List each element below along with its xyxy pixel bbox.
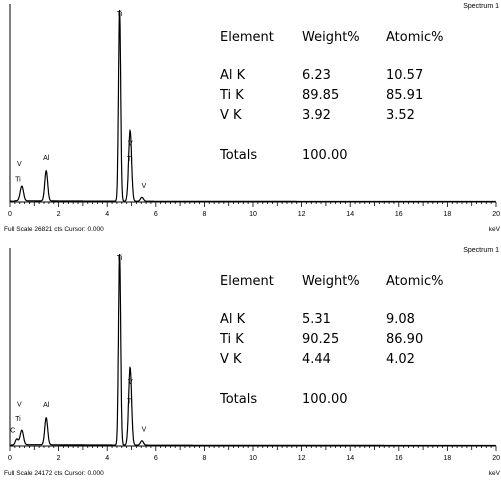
peak-label: V (142, 183, 147, 190)
spectrum-line (10, 9, 496, 203)
table-cell: V K (220, 108, 242, 123)
totals-value: 100.00 (302, 392, 348, 407)
full-scale-footer: Full Scale 26821 cts Cursor: 0.000 (4, 226, 104, 233)
table-cell: 9.08 (386, 312, 415, 327)
x-axis-unit: keV (488, 226, 500, 233)
x-tick-label: 16 (395, 211, 403, 218)
spectrum-line (10, 253, 496, 447)
x-tick-label: 8 (202, 455, 206, 462)
table-header-element: Element (220, 30, 274, 45)
table-cell: 4.02 (386, 352, 415, 367)
table-cell: 5.31 (302, 312, 331, 327)
table-cell: 3.52 (386, 108, 415, 123)
x-tick-label: 6 (154, 211, 158, 218)
table-cell: Ti K (220, 88, 244, 103)
peak-label: V (128, 379, 133, 386)
totals-label: Totals (220, 148, 258, 163)
x-tick-label: 0 (8, 455, 12, 462)
peak-label: V (17, 401, 22, 408)
totals-value: 100.00 (302, 148, 348, 163)
table-cell: Ti K (220, 332, 244, 347)
x-tick-label: 18 (444, 455, 452, 462)
table-cell: 90.25 (302, 332, 340, 347)
table-cell: 4.44 (302, 352, 331, 367)
totals-label: Totals (220, 392, 258, 407)
peak-label: Ti (15, 416, 21, 423)
spectrum-title: Spectrum 1 (463, 3, 499, 10)
x-tick-label: 2 (57, 455, 61, 462)
table-header-element: Element (220, 274, 274, 289)
table-header-atomic: Atomic% (386, 274, 444, 289)
table-cell: 3.92 (302, 108, 331, 123)
peak-label: Al (43, 402, 50, 409)
peak-label: Ti (117, 11, 123, 18)
spectrum-chart-1: 0 2 4 6 8 10 12 14 16 18 20 Ti V Al Ti Ti V V (8, 4, 500, 218)
x-tick-label: 10 (249, 455, 257, 462)
x-tick-label: 20 (492, 455, 500, 462)
peak-label: Ti (117, 255, 123, 262)
table-header-atomic: Atomic% (386, 30, 444, 45)
table-cell: V K (220, 352, 242, 367)
table-cell: 89.85 (302, 88, 340, 103)
table-cell: Al K (220, 312, 246, 327)
table-header-weight: Weight% (302, 30, 360, 45)
x-tick-label: 14 (346, 455, 354, 462)
peak-label: Ti (127, 398, 133, 405)
spectrum-panel-1: 0 2 4 6 8 10 12 14 16 18 20 Ti V Al Ti Ti V V Spectrum 1 … (0, 0, 501, 235)
table-cell: 86.90 (386, 332, 424, 347)
peak-label: Ti (127, 156, 133, 163)
table-cell: 10.57 (386, 68, 424, 83)
x-tick-label: 14 (346, 211, 354, 218)
x-tick-label: 8 (202, 211, 206, 218)
peak-label: V (142, 427, 147, 434)
x-tick-label: 18 (444, 211, 452, 218)
table-cell: Al K (220, 68, 246, 83)
table-cell: 85.91 (386, 88, 424, 103)
spectrum-panel-2: 0 2 4 6 8 10 12 14 16 18 20 C Ti V Al Ti Ti V V Spectrum 1… (0, 244, 501, 479)
table-cell: 6.23 (302, 68, 331, 83)
x-tick-label: 4 (105, 455, 109, 462)
peak-label: V (17, 161, 22, 168)
x-tick-label: 12 (298, 455, 306, 462)
x-axis-unit: keV (488, 470, 500, 477)
table-header-weight: Weight% (302, 274, 360, 289)
x-tick-label: 16 (395, 455, 403, 462)
x-tick-label: 20 (492, 211, 500, 218)
x-tick-label: 6 (154, 455, 158, 462)
peak-label: Ti (15, 177, 21, 184)
full-scale-footer: Full Scale 24172 cts Cursor: 0.000 (4, 470, 104, 477)
spectrum-title: Spectrum 1 (463, 247, 499, 254)
x-tick-label: 12 (298, 211, 306, 218)
peak-label: Al (43, 155, 50, 162)
peak-label: C (10, 427, 15, 434)
x-tick-label: 4 (105, 211, 109, 218)
x-tick-label: 0 (8, 211, 12, 218)
peak-label: V (128, 141, 133, 148)
x-tick-label: 10 (249, 211, 257, 218)
x-tick-label: 2 (57, 211, 61, 218)
